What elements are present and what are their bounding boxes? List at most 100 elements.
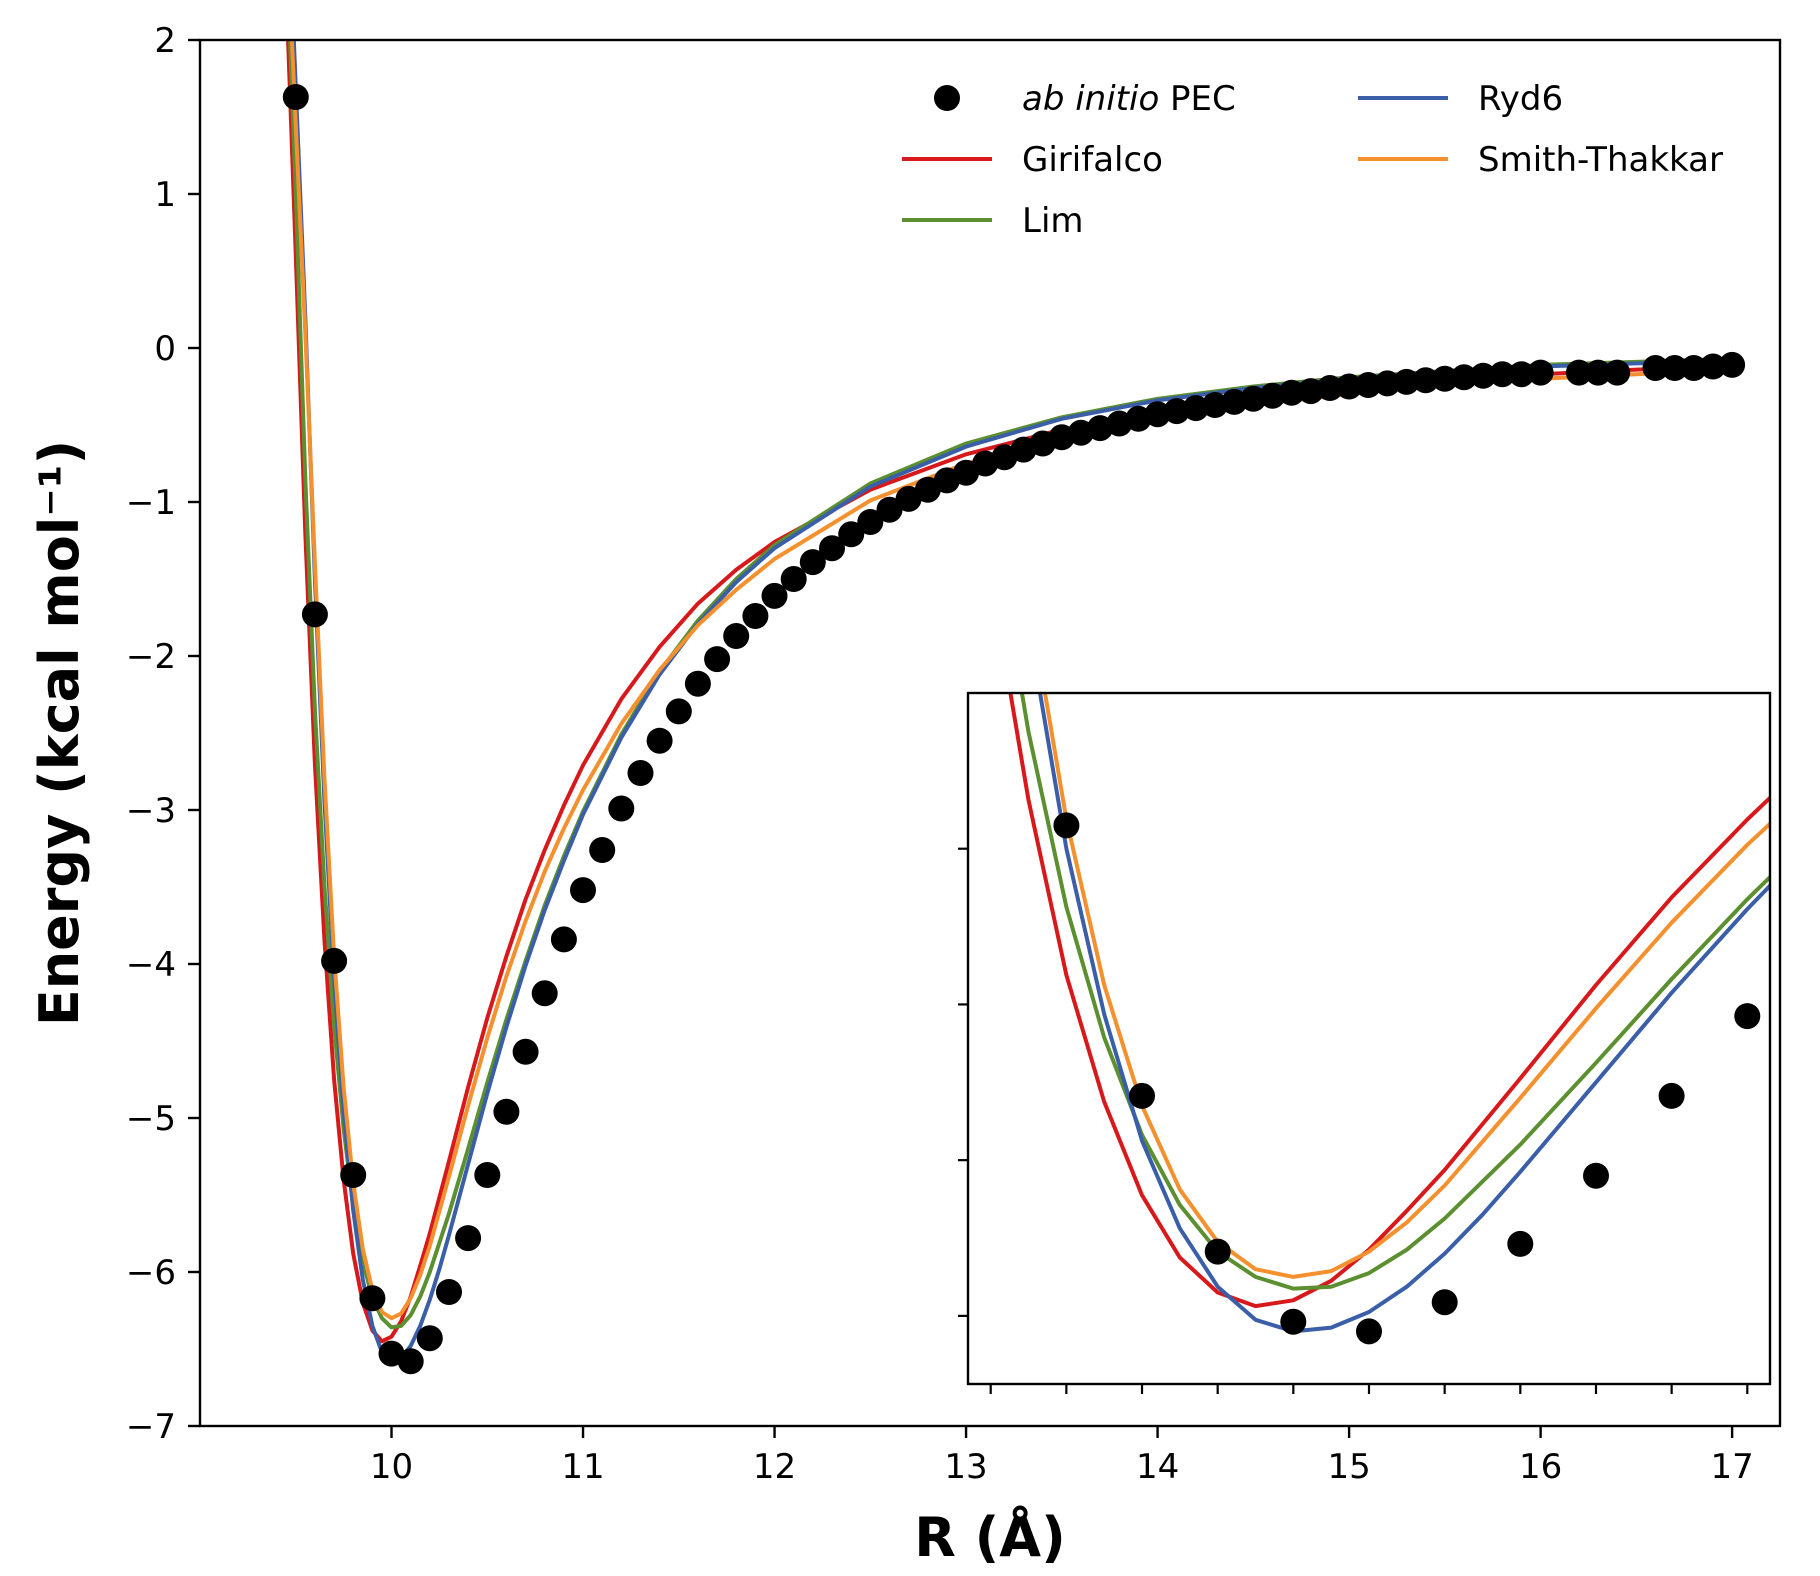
data-point [1527, 359, 1554, 386]
data-point [1240, 385, 1267, 412]
inset-data-point [1129, 1082, 1155, 1109]
x-tick-label: 13 [944, 1447, 987, 1487]
main-data-points [282, 84, 1746, 1375]
data-point [1680, 355, 1707, 381]
data-point [1661, 355, 1688, 381]
inset-data-point [1431, 1289, 1458, 1316]
inset-series-line-lim [1019, 693, 1770, 1291]
data-point [780, 566, 807, 592]
x-tick-label: 15 [1327, 1447, 1370, 1487]
inset-data-point [1280, 1308, 1307, 1335]
x-tick-label: 14 [1136, 1447, 1179, 1487]
y-tick-label: 0 [154, 329, 176, 369]
data-point [1642, 355, 1669, 381]
data-point [819, 535, 845, 562]
inset-plot-frame [966, 691, 1772, 1386]
data-point [761, 582, 788, 609]
inset-data-point [1658, 1082, 1685, 1109]
data-point [1336, 373, 1363, 400]
data-point [359, 1285, 386, 1312]
data-point [1316, 375, 1343, 401]
x-tick-label: 10 [370, 1447, 413, 1487]
data-point [799, 549, 826, 576]
data-point [1163, 398, 1190, 425]
data-point [1451, 364, 1477, 391]
data-point [1221, 388, 1248, 415]
data-point [1585, 359, 1612, 386]
data-point [646, 727, 673, 754]
data-point [416, 1325, 443, 1352]
y-tick-label: −3 [126, 791, 176, 831]
inset-data-point [1583, 1162, 1609, 1189]
x-tick-label: 12 [753, 1447, 796, 1487]
inset-series-lines [1008, 693, 1770, 1334]
data-point [282, 84, 309, 110]
data-point [436, 1279, 462, 1305]
y-tick-label: −2 [126, 637, 176, 677]
data-point [1182, 395, 1209, 422]
data-point [876, 496, 903, 523]
data-point [340, 1162, 367, 1188]
data-point [1470, 362, 1497, 389]
inset-data-points [1053, 812, 1761, 1345]
data-point [1144, 401, 1171, 428]
data-point [608, 795, 635, 822]
legend-marker-abinitio [934, 85, 960, 111]
data-point [742, 603, 769, 629]
inset-series-line-ryd6 [1038, 693, 1770, 1334]
y-tick-label: −6 [126, 1253, 176, 1293]
data-point [627, 760, 654, 786]
legend-label-abinitio: ab initio PEC [1022, 79, 1236, 119]
data-point [1508, 361, 1535, 388]
series-line-ryd6 [291, 40, 1733, 1364]
data-point [589, 837, 616, 863]
data-point [1604, 359, 1631, 386]
legend: ab initio PEC Girifalco Lim Ryd6 Smith-Thakk… [902, 79, 1723, 241]
data-point [493, 1098, 520, 1125]
y-tick-label: 1 [154, 175, 176, 215]
inset-data-point [1734, 1003, 1761, 1030]
y-tick-label: −4 [126, 945, 176, 985]
data-point [321, 947, 348, 974]
data-point [397, 1348, 424, 1375]
data-point [857, 509, 884, 535]
data-point [455, 1225, 482, 1252]
data-point [550, 926, 577, 953]
inset-plot [958, 691, 1772, 1394]
data-point [704, 646, 731, 673]
y-axis-title: Energy (kcal mol⁻¹) [28, 440, 91, 1026]
data-point [531, 980, 558, 1007]
data-point [723, 623, 750, 649]
x-tick-label: 17 [1710, 1447, 1753, 1487]
data-point [301, 601, 328, 628]
data-point [1412, 367, 1439, 394]
data-point [570, 877, 596, 904]
inset-background [968, 693, 1770, 1384]
data-point [1489, 361, 1516, 388]
inset-data-point [1507, 1230, 1534, 1257]
y-tick-label: −1 [126, 483, 176, 523]
data-point [1719, 351, 1746, 378]
legend-label-ryd6: Ryd6 [1478, 79, 1563, 119]
y-tick-label: −7 [126, 1407, 176, 1447]
y-tick-label: −5 [126, 1099, 176, 1139]
x-tick-label: 11 [561, 1447, 604, 1487]
data-point [684, 670, 711, 697]
data-point [1393, 368, 1420, 395]
data-point [1278, 379, 1305, 406]
data-point [1259, 382, 1286, 409]
y-tick-label: 2 [154, 21, 176, 61]
data-point [1700, 353, 1726, 380]
legend-label-smith: Smith-Thakkar [1478, 140, 1723, 180]
inset-data-point [1204, 1238, 1231, 1265]
data-point [1355, 372, 1382, 398]
legend-label-lim: Lim [1022, 201, 1084, 241]
inset-data-point [1356, 1318, 1382, 1345]
data-point [474, 1162, 501, 1188]
data-point [512, 1038, 539, 1065]
x-tick-label: 16 [1519, 1447, 1562, 1487]
inset-data-point [1053, 812, 1080, 839]
inset-series-line-smith [1042, 693, 1770, 1279]
